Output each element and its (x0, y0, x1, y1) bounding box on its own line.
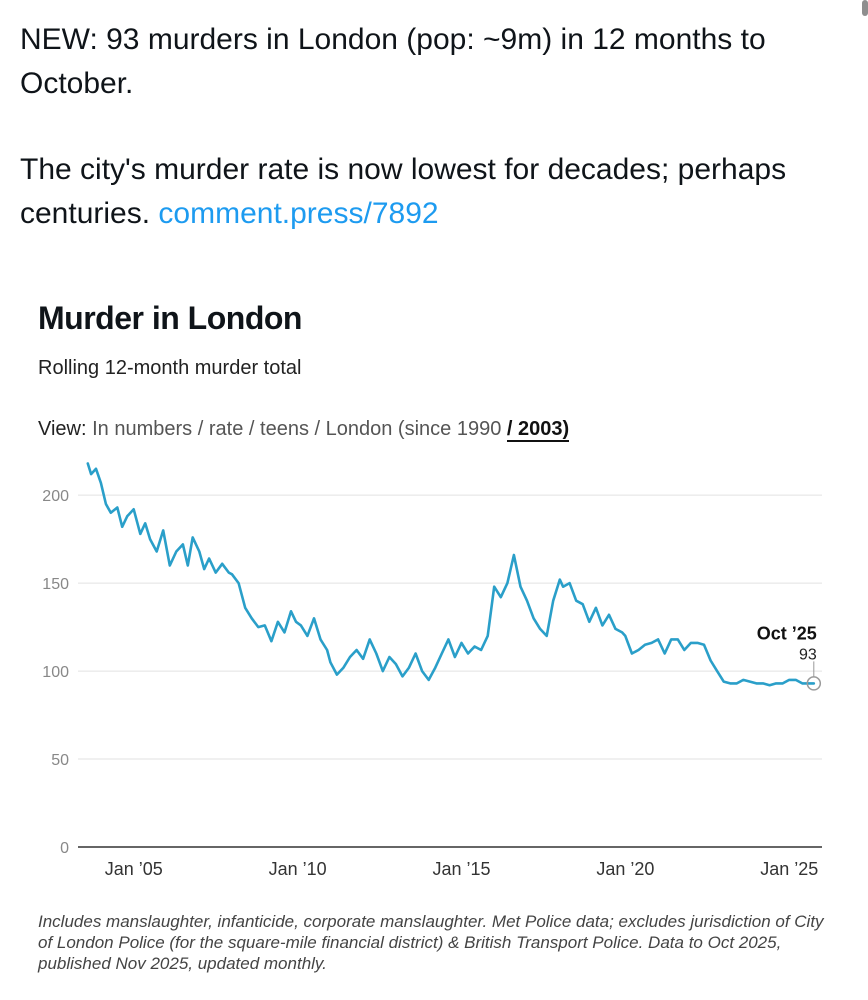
end-point-marker[interactable] (806, 676, 822, 691)
gridlines (78, 494, 822, 848)
chart-title: Murder in London (38, 300, 302, 336)
x-tick-label: Jan ’25 (760, 859, 818, 879)
view-label: View: (38, 418, 87, 440)
annotation-label: Oct ’25 (757, 623, 817, 643)
view-sep: / (248, 418, 255, 440)
x-tick-label: Jan ’10 (269, 859, 327, 879)
y-tick-label: 150 (42, 576, 69, 593)
view-option-numbers[interactable]: In numbers (92, 418, 193, 440)
view-option-rate[interactable]: rate (208, 418, 244, 440)
tweet-text: NEW: 93 murders in London (pop: ~9m) in … (20, 18, 850, 236)
series-line (86, 462, 816, 687)
view-option-2003-selected[interactable]: / 2003) (506, 418, 570, 442)
scrollbar-thumb[interactable] (862, 0, 868, 16)
tweet-line-1: NEW: 93 murders in London (pop: ~9m) in … (20, 23, 766, 100)
x-axis-ticks: Jan ’05 Jan ’10 Jan ’15 Jan ’20 Jan ’25 (105, 859, 819, 879)
view-option-teens[interactable]: teens (260, 418, 309, 440)
y-tick-label: 200 (42, 488, 69, 505)
end-annotation: Oct ’25 93 (757, 623, 822, 691)
tweet-link[interactable]: comment.press/7892 (158, 197, 439, 230)
view-sep: / (197, 418, 204, 440)
y-tick-label: 50 (51, 752, 69, 769)
tweet-line-2: The city's murder rate is now lowest for… (20, 148, 850, 236)
view-option-london-1990[interactable]: London (since 1990 (325, 418, 502, 440)
chart-subtitle: Rolling 12-month murder total (38, 357, 302, 379)
y-tick-label: 100 (42, 664, 69, 681)
view-sep: / (314, 418, 321, 440)
view-selector: View: In numbers / rate / teens / London… (38, 418, 570, 442)
x-tick-label: Jan ’05 (105, 859, 163, 879)
x-tick-label: Jan ’15 (432, 859, 490, 879)
view-selected-label: 2003) (518, 418, 570, 440)
tweet-line-2-text: The city's murder rate is now lowest for… (20, 153, 787, 230)
line-chart: 0 50 100 150 200 Jan ’05 Jan ’10 Jan ’15 Jan ’2… (42, 462, 822, 879)
annotation-value: 93 (799, 646, 817, 663)
y-axis-ticks: 0 50 100 150 200 (42, 488, 69, 857)
chart-footnote: Includes manslaughter, infanticide, corp… (38, 912, 824, 973)
y-tick-label: 0 (60, 840, 69, 857)
x-tick-label: Jan ’20 (596, 859, 654, 879)
